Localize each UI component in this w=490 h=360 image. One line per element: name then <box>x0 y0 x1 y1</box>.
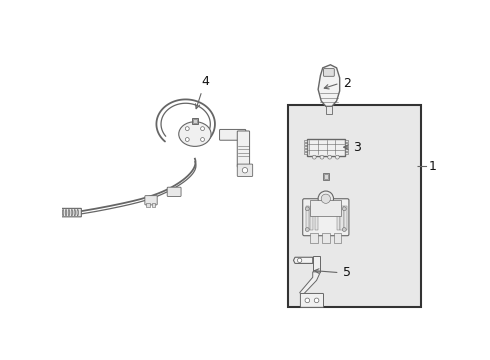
Circle shape <box>318 191 334 206</box>
Bar <box>337 206 340 230</box>
Circle shape <box>314 298 319 303</box>
Circle shape <box>343 207 346 211</box>
Bar <box>334 233 341 243</box>
Bar <box>315 206 318 230</box>
FancyBboxPatch shape <box>323 69 334 76</box>
Bar <box>304 140 307 142</box>
Circle shape <box>321 194 330 203</box>
Circle shape <box>200 138 204 141</box>
Ellipse shape <box>179 122 211 147</box>
Bar <box>344 149 348 151</box>
Circle shape <box>200 127 204 131</box>
Polygon shape <box>299 272 320 295</box>
Circle shape <box>242 167 247 173</box>
Bar <box>304 146 307 148</box>
Bar <box>152 203 155 207</box>
FancyBboxPatch shape <box>167 187 181 197</box>
Bar <box>311 233 318 243</box>
FancyBboxPatch shape <box>300 293 323 307</box>
Circle shape <box>185 127 189 131</box>
Bar <box>344 140 348 142</box>
Circle shape <box>305 298 310 303</box>
Circle shape <box>185 138 189 141</box>
FancyBboxPatch shape <box>237 131 249 167</box>
Bar <box>344 143 348 145</box>
Bar <box>344 206 347 230</box>
FancyBboxPatch shape <box>145 195 157 205</box>
Text: 5: 5 <box>343 266 351 279</box>
Bar <box>288 105 420 307</box>
Circle shape <box>328 155 332 159</box>
Bar <box>313 256 320 272</box>
FancyBboxPatch shape <box>237 164 253 176</box>
Text: 4: 4 <box>196 75 209 109</box>
Bar <box>147 203 150 207</box>
Bar <box>326 105 332 114</box>
Circle shape <box>336 155 339 159</box>
Bar <box>311 199 341 216</box>
Circle shape <box>305 207 309 211</box>
Polygon shape <box>294 257 313 264</box>
Bar <box>193 120 197 122</box>
Bar <box>307 139 345 156</box>
FancyBboxPatch shape <box>57 208 81 217</box>
Text: 3: 3 <box>353 141 362 154</box>
Bar <box>323 172 329 180</box>
Polygon shape <box>318 65 340 106</box>
Bar <box>322 233 330 243</box>
Bar <box>344 152 348 154</box>
Circle shape <box>312 155 316 159</box>
Circle shape <box>52 210 59 216</box>
Text: 1: 1 <box>428 160 436 173</box>
FancyBboxPatch shape <box>303 199 349 236</box>
Bar <box>304 149 307 151</box>
Bar <box>341 206 343 230</box>
Circle shape <box>305 228 309 231</box>
Circle shape <box>297 258 302 262</box>
Text: 2: 2 <box>343 77 351 90</box>
Bar <box>192 118 198 124</box>
Bar <box>324 174 328 179</box>
Bar <box>311 206 314 230</box>
Bar <box>304 143 307 145</box>
Bar <box>306 206 309 230</box>
FancyBboxPatch shape <box>220 130 245 140</box>
Circle shape <box>343 228 346 231</box>
Bar <box>53 211 56 215</box>
Bar <box>304 152 307 154</box>
Circle shape <box>320 155 324 159</box>
Bar <box>344 146 348 148</box>
